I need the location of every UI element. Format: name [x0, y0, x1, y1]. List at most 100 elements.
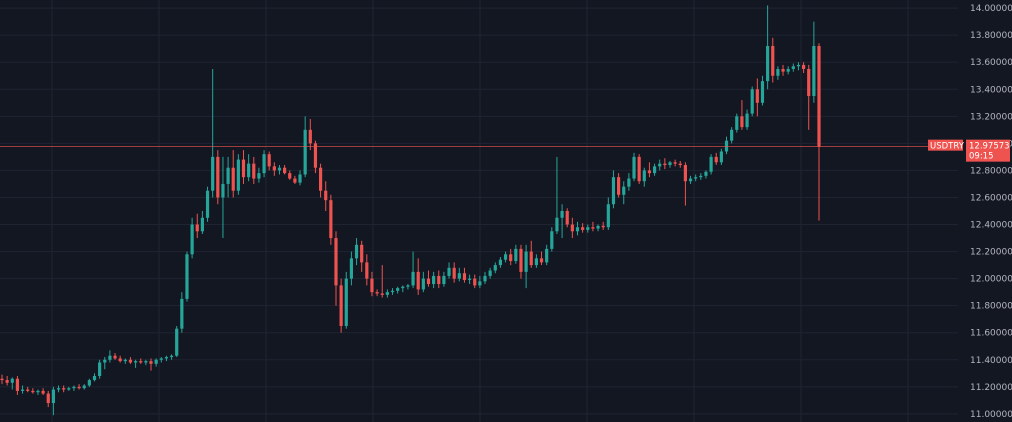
candle [46, 390, 50, 408]
candle [401, 285, 405, 293]
candle-body [432, 275, 436, 285]
candle [67, 386, 71, 391]
candle [760, 75, 765, 106]
candle-body [652, 166, 657, 174]
candle [447, 262, 451, 279]
candle [41, 388, 45, 395]
candle-body [632, 156, 636, 179]
candle [426, 270, 431, 287]
candle [735, 113, 739, 133]
last-price-tag-bg [966, 139, 1010, 162]
candle [334, 231, 338, 306]
price-axis[interactable]: 14.00000 13.80000 13.60000 13.40000 13.20000… [970, 4, 1012, 420]
candle [329, 194, 333, 245]
candle-body [442, 275, 446, 285]
candle [704, 170, 708, 179]
candle-body [704, 171, 708, 176]
candle-body [622, 186, 626, 195]
candle-body [303, 129, 307, 175]
candle-body [211, 156, 215, 191]
candle [144, 359, 148, 366]
candle [56, 385, 61, 393]
candle-body [719, 151, 723, 163]
y-tick-label: 13.60000 [970, 58, 1012, 68]
candles-layer [0, 5, 821, 416]
candle [801, 62, 806, 74]
candle [719, 148, 723, 166]
candle [190, 217, 194, 259]
candle-body [478, 281, 482, 286]
candle-body [606, 204, 610, 228]
candle-body [406, 285, 410, 287]
candle-body [329, 200, 333, 239]
candle-body [169, 355, 174, 358]
candle-body [159, 358, 163, 360]
candle [514, 244, 518, 264]
candle [807, 64, 811, 130]
candle [324, 181, 328, 211]
candle-body [87, 380, 91, 386]
candle [432, 271, 436, 289]
candle-body [776, 68, 780, 76]
candle-body [611, 177, 616, 205]
candle-body [0, 378, 4, 381]
candle-body [473, 278, 477, 286]
candle-body [498, 259, 503, 266]
candle-body [360, 244, 364, 263]
candle [421, 271, 425, 293]
candle [252, 156, 256, 184]
candle [647, 162, 652, 178]
candle-body [781, 68, 785, 72]
candle-body [247, 163, 251, 178]
candle [437, 270, 441, 289]
candle-body [534, 258, 538, 266]
candle [354, 238, 359, 266]
candle [570, 217, 574, 239]
candle [298, 170, 302, 186]
candle-body [226, 167, 230, 184]
candle [509, 248, 513, 266]
candle [164, 355, 169, 362]
candle [596, 224, 600, 232]
candle-body [252, 163, 256, 179]
candle [498, 256, 503, 268]
candle [380, 265, 384, 298]
candle [442, 271, 446, 287]
candle-body [241, 159, 246, 178]
candle-body [740, 116, 744, 128]
candle [15, 376, 20, 395]
y-tick-label: 12.60000 [970, 193, 1012, 203]
candle-body [10, 378, 14, 383]
candle [724, 136, 729, 155]
candle-body [617, 177, 621, 195]
candle [575, 221, 580, 236]
candle [293, 175, 297, 184]
candle-body [658, 163, 662, 167]
candle [791, 63, 795, 72]
candle-body [586, 227, 590, 230]
candle [529, 240, 533, 268]
candle [370, 271, 374, 297]
candle [545, 244, 549, 266]
candle [205, 186, 210, 222]
candle-body [668, 162, 672, 166]
candle [272, 162, 276, 176]
candle [283, 165, 287, 175]
candle [62, 385, 66, 393]
candle-body [108, 355, 112, 360]
last-price-symbol-bg [928, 139, 963, 151]
candle-body [46, 393, 50, 404]
candle [134, 359, 138, 368]
candle-body [128, 359, 133, 363]
y-tick-label: 13.80000 [970, 31, 1012, 41]
candle-body [411, 271, 415, 286]
candle-body [683, 165, 687, 182]
candle-body [575, 227, 580, 232]
candle [241, 150, 246, 184]
candle [108, 350, 112, 363]
candle [781, 64, 785, 76]
candle [488, 267, 492, 279]
candle [236, 154, 240, 195]
